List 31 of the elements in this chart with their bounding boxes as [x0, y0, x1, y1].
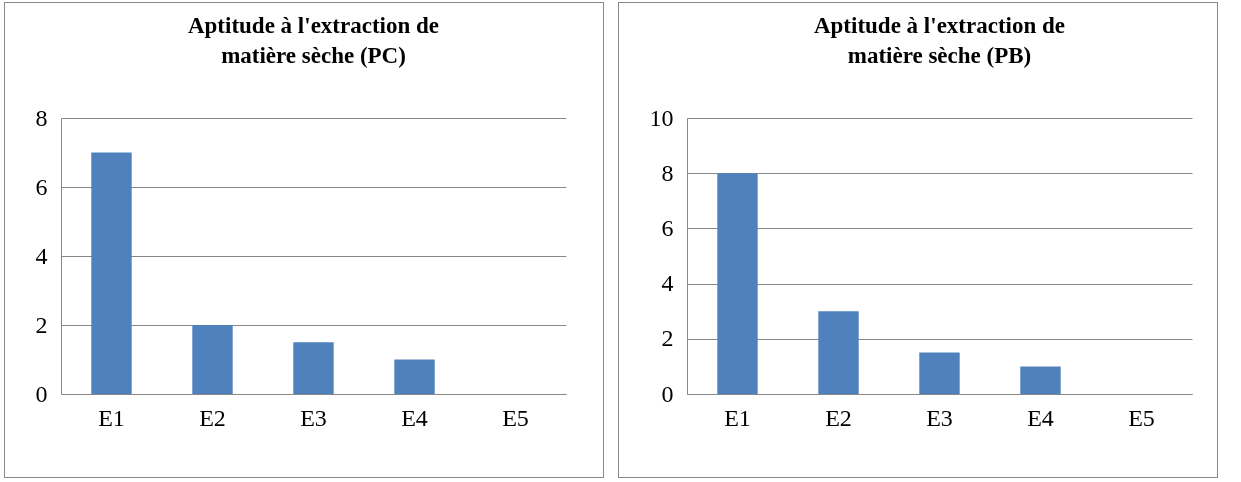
x-tick-label: E1	[98, 404, 125, 431]
bar	[91, 152, 132, 394]
bar	[293, 342, 334, 394]
y-tick-label: 0	[661, 380, 674, 407]
y-tick-label: 6	[661, 214, 674, 241]
y-tick-label: 4	[661, 270, 674, 297]
y-tick-label: 0	[35, 380, 48, 407]
x-tick-label: E3	[926, 404, 953, 431]
y-tick-label: 8	[35, 104, 48, 131]
y-tick-label: 2	[661, 325, 674, 352]
bar	[919, 352, 960, 394]
bar	[818, 311, 859, 394]
x-tick-label: E3	[300, 404, 327, 431]
x-tick-label: E2	[825, 404, 852, 431]
chart-title: Aptitude à l'extraction de matière sèche (PC)	[187, 13, 440, 68]
y-tick-label: 10	[649, 104, 674, 131]
x-tick-label: E1	[724, 404, 751, 431]
x-tick-label: E4	[401, 404, 428, 431]
bar	[192, 325, 233, 394]
y-tick-label: 4	[35, 242, 48, 269]
x-tick-label: E5	[502, 404, 529, 431]
bar	[1020, 366, 1061, 394]
x-tick-label: E4	[1027, 404, 1054, 431]
y-tick-label: 6	[35, 173, 48, 200]
y-tick-label: 8	[661, 159, 674, 186]
bar	[717, 173, 758, 394]
chart-title: Aptitude à l'extraction de matière sèche (PB)	[813, 13, 1066, 68]
bar	[394, 359, 435, 394]
y-tick-label: 2	[35, 311, 48, 338]
x-tick-label: E2	[199, 404, 226, 431]
x-tick-label: E5	[1128, 404, 1155, 431]
